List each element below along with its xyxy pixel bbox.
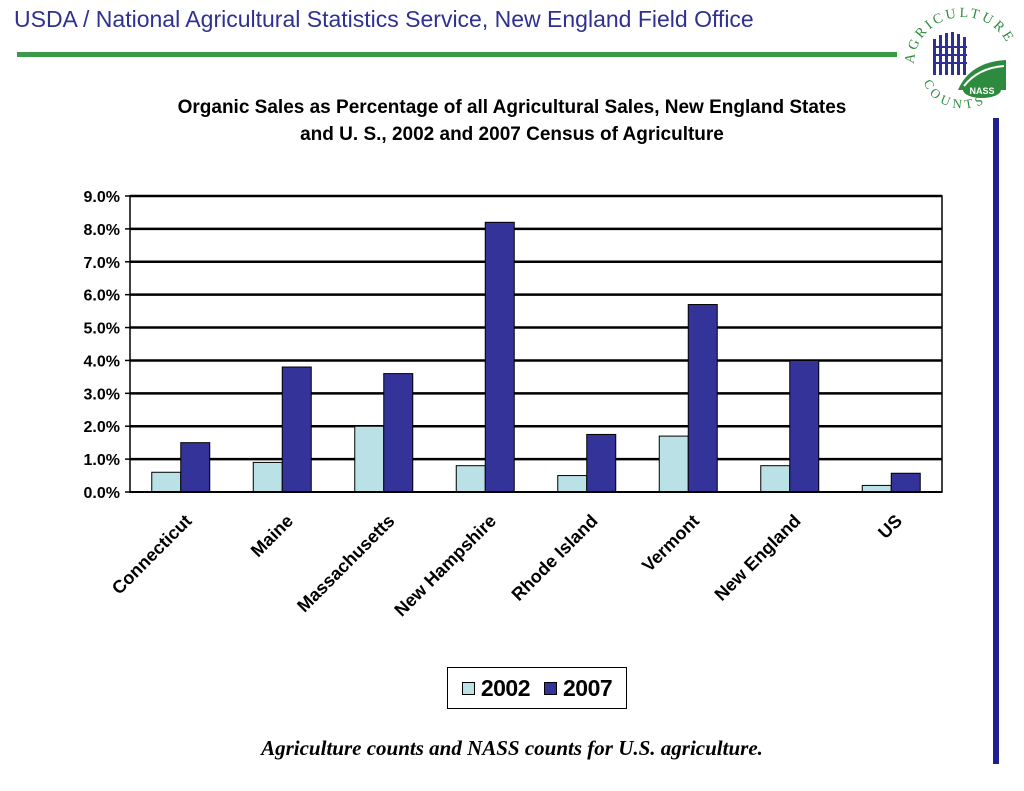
x-tick-label: Connecticut [108,511,196,599]
bar-2007-vermont [687,304,718,493]
bar-2002-maine [252,461,283,493]
legend-swatch-2002 [461,681,475,695]
y-tick-label: 0.0% [84,485,120,502]
y-tick-label: 3.0% [84,386,120,403]
header-rule [17,52,897,57]
header-title: USDA / National Agricultural Statistics … [14,6,754,32]
y-tick-label: 2.0% [84,419,120,436]
y-tick-label: 7.0% [84,255,120,272]
y-tick-label: 6.0% [84,288,120,305]
y-tick-label: 8.0% [84,222,120,239]
bar-2002-new-england [760,465,791,493]
bar-2007-new-england [789,359,820,493]
bar-2007-new-hampshire [484,221,515,493]
logo-badge: NASS [969,86,994,96]
x-tick-label: Maine [247,511,297,561]
gridlines [130,194,942,461]
plot-frame [129,195,943,493]
legend-label-2007: 2007 [563,674,613,701]
bar-2007-connecticut [180,442,211,493]
bar-2007-us [890,472,921,493]
y-tick-label: 1.0% [84,452,120,469]
bars [151,221,921,493]
bar-2007-massachusetts [383,373,414,493]
legend-label-2002: 2002 [480,674,531,701]
bar-2007-rhode-island [586,433,617,493]
agriculture-counts-logo: AGRICULTURE NASS COUNTS [903,6,1015,112]
legend: 2002 2007 [447,667,627,709]
legend-item-2002: 2002 [461,674,531,702]
bar-2002-connecticut [151,471,182,493]
chart-title-line-1: Organic Sales as Percentage of all Agric… [177,97,847,118]
right-rule [993,118,999,764]
bar-2002-vermont [658,435,689,493]
barn-grid-icon [933,32,967,75]
x-tick-label: Rhode Island [508,511,602,605]
y-tick-label: 5.0% [84,321,120,338]
bar-2002-rhode-island [557,475,588,493]
x-tick-label: Vermont [638,511,703,576]
chart-title: Organic Sales as Percentage of all Agric… [80,94,944,148]
legend-item-2007: 2007 [544,674,613,702]
y-tick-label: 4.0% [84,353,120,370]
footer-tagline: Agriculture counts and NASS counts for U… [261,736,763,760]
bar-2002-massachusetts [354,425,385,493]
x-tick-label: US [874,511,906,543]
x-tick-label: Massachusetts [293,511,398,616]
bar-2007-maine [281,366,312,493]
y-tick-labels: 0.0% 1.0% 2.0% 3.0% 4.0% 5.0% 6.0% 7.0% 8.0% 9.0% [84,189,120,502]
y-tick-label: 9.0% [84,189,120,206]
x-tick-label: New England [711,511,805,605]
bar-2002-new-hampshire [455,465,486,493]
legend-swatch-2007 [544,681,557,695]
chart-title-line-2: and U. S., 2002 and 2007 Census of Agric… [300,124,724,145]
axes [125,195,943,493]
x-tick-label: New Hampshire [390,511,500,621]
